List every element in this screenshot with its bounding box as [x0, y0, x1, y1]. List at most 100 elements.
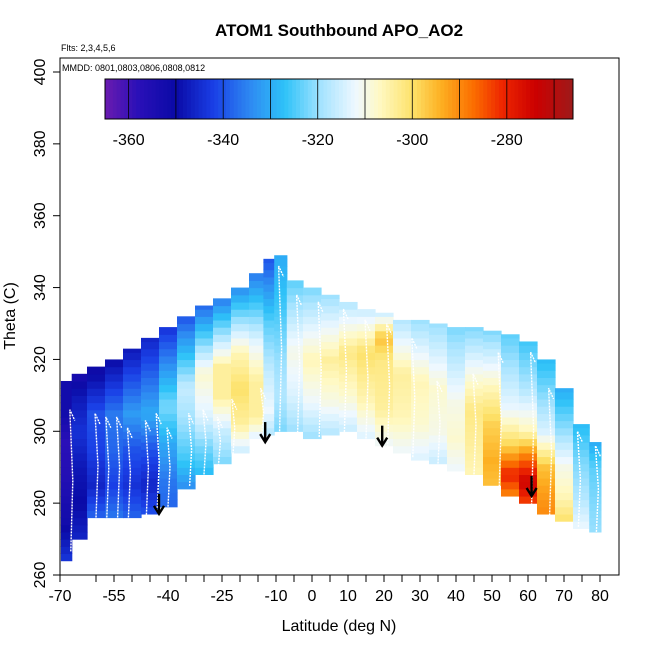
heatmap-cell [375, 337, 394, 346]
colorbar-swatch [530, 79, 535, 119]
heatmap-cell [159, 327, 178, 335]
heatmap-cell [177, 402, 196, 411]
heatmap-cell [375, 388, 394, 396]
colorbar-swatch [105, 79, 110, 119]
heatmap-cell [555, 398, 574, 407]
colorbar-swatch [350, 79, 356, 119]
heatmap-cell [303, 323, 322, 332]
heatmap-cell [249, 337, 264, 346]
heatmap-cell [123, 488, 142, 497]
heatmap-cell [159, 449, 178, 458]
colorbar-swatch [261, 79, 266, 119]
heatmap-cell [447, 456, 466, 465]
x-tick-label: 70 [555, 588, 573, 605]
colorbar-swatch [541, 79, 547, 119]
x-tick-label: 0 [308, 588, 317, 605]
heatmap-cell [213, 319, 232, 328]
colorbar-swatch [222, 79, 227, 119]
colorbar-swatch [268, 79, 274, 119]
heatmap-cell [71, 452, 88, 461]
heatmap-cell [213, 449, 232, 458]
heatmap-cell [411, 352, 430, 361]
heatmap-cell [573, 485, 590, 493]
heatmap-cell [263, 269, 275, 278]
heatmap-cell [141, 506, 160, 515]
heatmap-cell [303, 402, 322, 411]
heatmap-cell [177, 409, 196, 418]
heatmap-cell [123, 481, 142, 490]
heatmap-cell [483, 413, 502, 422]
heatmap-cell [589, 495, 602, 504]
heatmap-cell [375, 402, 394, 411]
heatmap-cell [231, 395, 250, 404]
heatmap-cell [303, 352, 322, 361]
heatmap-cell [589, 452, 602, 461]
heatmap-cell [393, 395, 412, 404]
heatmap-cell [177, 388, 196, 396]
heatmap-cell [519, 345, 538, 353]
heatmap-cell [573, 470, 590, 479]
heatmap-cell [573, 492, 590, 501]
flight-tracks [69, 265, 602, 552]
heatmap-cell [519, 460, 538, 468]
heatmap-cell [589, 488, 602, 497]
heatmap-cell [274, 424, 288, 432]
heatmap-cell [321, 294, 340, 299]
heatmap-cell [274, 287, 288, 296]
colorbar-swatch [456, 79, 461, 119]
heatmap-cell [177, 438, 196, 447]
colorbar-swatch [483, 79, 488, 119]
heatmap-cell [555, 506, 574, 515]
heatmap-cell [195, 316, 214, 325]
heatmap-cell [71, 510, 88, 519]
heatmap-cell [501, 445, 520, 454]
y-tick-label: 380 [32, 130, 49, 157]
heatmap-cell [447, 355, 466, 364]
heatmap-cell [105, 416, 124, 425]
heatmap-cell [303, 395, 322, 404]
heatmap-cell [393, 319, 412, 325]
heatmap-cell [231, 287, 250, 296]
heatmap-cell [447, 442, 466, 450]
heatmap-cell [231, 345, 250, 353]
heatmap-cell [411, 337, 430, 346]
heatmap-cell [447, 406, 466, 414]
heatmap-cell [429, 327, 448, 335]
heatmap-cell [537, 420, 556, 429]
heatmap-cell [231, 445, 250, 454]
heatmap-cell [123, 348, 142, 353]
heatmap-cell [447, 391, 466, 400]
heatmap-cell [87, 424, 106, 432]
colorbar-swatch [514, 79, 519, 119]
flights-subtitle: Flts: 2,3,4,5,6 [61, 43, 116, 53]
y-tick-label: 400 [32, 59, 49, 86]
heatmap-cell [60, 517, 73, 526]
heatmap-cell [357, 402, 376, 411]
heatmap-cell [213, 312, 232, 321]
heatmap-cell [105, 409, 124, 418]
heatmap-cell [231, 380, 250, 389]
heatmap-cell [483, 442, 502, 450]
heatmap-cell [303, 330, 322, 339]
colorbar-tick-label: -300 [396, 132, 428, 149]
heatmap-cell [213, 384, 232, 393]
heatmap-cell [263, 262, 275, 271]
heatmap-cell [195, 359, 214, 368]
heatmap-cell [555, 406, 574, 414]
x-tick-label: 20 [375, 588, 393, 605]
heatmap-cell [375, 395, 394, 404]
heatmap-cell [465, 373, 484, 382]
heatmap-cell [357, 323, 376, 332]
heatmap-cell [589, 474, 602, 483]
colorbar-swatch [218, 79, 223, 119]
heatmap-cell [159, 355, 178, 364]
heatmap-cell [231, 416, 250, 425]
heatmap-cell [195, 373, 214, 382]
heatmap-cell [87, 481, 106, 490]
colorbar-swatch [132, 79, 137, 119]
colorbar-swatch [292, 79, 297, 119]
heatmap-cell [483, 477, 502, 486]
heatmap-cell [249, 402, 264, 411]
heatmap-cell [321, 298, 340, 307]
heatmap-cell [537, 463, 556, 472]
